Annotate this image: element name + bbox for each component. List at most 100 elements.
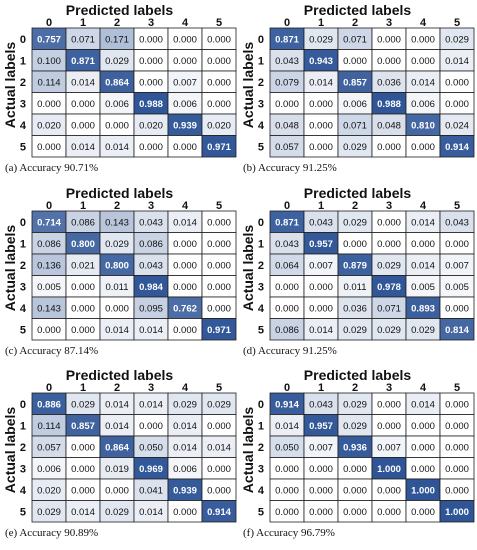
cell-value-label: 0.050 bbox=[275, 442, 299, 453]
x-tick-label: 0 bbox=[46, 382, 52, 394]
x-tick-label: 5 bbox=[454, 17, 460, 29]
cell-value-label: 0.871 bbox=[71, 56, 95, 67]
panel-title: Predicted labels bbox=[65, 367, 174, 383]
cell-value-label: 0.000 bbox=[445, 485, 469, 496]
cell-value-label: 0.007 bbox=[309, 260, 333, 271]
x-tick-label: 4 bbox=[182, 382, 189, 394]
cell-value-label: 0.864 bbox=[105, 442, 129, 453]
cell-value-label: 0.000 bbox=[309, 303, 333, 314]
cell-value-label: 0.000 bbox=[37, 142, 61, 153]
x-tick-label: 1 bbox=[318, 200, 324, 212]
y-tick-label: 4 bbox=[20, 303, 27, 315]
cell-value-label: 0.000 bbox=[377, 507, 401, 518]
cell-value-label: 0.000 bbox=[275, 99, 299, 110]
cell-value-label: 0.984 bbox=[139, 282, 163, 293]
cell-value-label: 0.029 bbox=[105, 56, 129, 67]
cell-value-label: 0.143 bbox=[105, 217, 129, 228]
cell-value-label: 0.879 bbox=[343, 260, 367, 271]
cell-value-label: 1.000 bbox=[377, 464, 401, 475]
cell-value-label: 0.000 bbox=[173, 507, 197, 518]
cell-value-label: 0.000 bbox=[71, 99, 95, 110]
x-tick-label: 1 bbox=[318, 17, 324, 29]
cell-value-label: 0.071 bbox=[71, 34, 95, 45]
panel-title: Predicted labels bbox=[65, 2, 174, 18]
cell-value-label: 0.000 bbox=[377, 399, 401, 410]
cell-value-label: 0.029 bbox=[445, 34, 469, 45]
cell-value-label: 0.029 bbox=[343, 325, 367, 336]
cell-value-label: 0.029 bbox=[343, 142, 367, 153]
x-tick-label: 2 bbox=[352, 200, 358, 212]
cell-value-label: 0.014 bbox=[105, 142, 129, 153]
x-tick-label: 1 bbox=[318, 382, 324, 394]
cell-value-label: 0.071 bbox=[343, 34, 367, 45]
cell-value-label: 0.014 bbox=[71, 142, 95, 153]
y-tick-label: 0 bbox=[20, 399, 26, 411]
x-tick-label: 0 bbox=[46, 200, 52, 212]
cell-value-label: 0.800 bbox=[105, 260, 129, 271]
cell-value-label: 0.014 bbox=[139, 325, 163, 336]
cell-value-label: 0.043 bbox=[139, 217, 163, 228]
cell-value-label: 0.086 bbox=[139, 239, 163, 250]
x-tick-label: 2 bbox=[352, 382, 358, 394]
cell-value-label: 0.029 bbox=[207, 399, 231, 410]
cell-value-label: 0.000 bbox=[309, 142, 333, 153]
cell-value-label: 0.000 bbox=[377, 421, 401, 432]
cell-value-label: 0.006 bbox=[37, 464, 61, 475]
cell-value-label: 0.957 bbox=[309, 421, 333, 432]
cell-value-label: 0.000 bbox=[207, 421, 231, 432]
cell-value-label: 0.057 bbox=[37, 442, 61, 453]
cell-value-label: 0.957 bbox=[309, 239, 333, 250]
cell-value-label: 0.988 bbox=[377, 99, 401, 110]
cell-value-label: 0.036 bbox=[377, 77, 401, 88]
heatmap-cell bbox=[201, 318, 237, 341]
cell-value-label: 0.000 bbox=[139, 142, 163, 153]
cell-value-label: 0.000 bbox=[411, 507, 435, 518]
panel-caption: (e) Accuracy 90.89% bbox=[5, 527, 99, 539]
cell-value-label: 0.000 bbox=[377, 56, 401, 67]
cell-value-label: 0.029 bbox=[377, 325, 401, 336]
cell-value-label: 0.971 bbox=[207, 325, 231, 336]
cell-value-label: 0.000 bbox=[207, 303, 231, 314]
cell-value-label: 0.043 bbox=[309, 217, 333, 228]
cell-value-label: 0.871 bbox=[275, 217, 299, 228]
cell-value-label: 0.014 bbox=[105, 325, 129, 336]
cell-value-label: 0.000 bbox=[411, 34, 435, 45]
y-tick-label: 1 bbox=[258, 238, 264, 250]
y-tick-label: 3 bbox=[258, 281, 264, 293]
cell-value-label: 0.014 bbox=[105, 399, 129, 410]
x-tick-label: 3 bbox=[386, 200, 392, 212]
cell-value-label: 0.029 bbox=[377, 260, 401, 271]
cell-value-label: 0.014 bbox=[309, 77, 333, 88]
x-tick-label: 0 bbox=[46, 17, 52, 29]
cell-value-label: 0.020 bbox=[37, 485, 61, 496]
cell-value-label: 0.000 bbox=[173, 325, 197, 336]
y-tick-label: 4 bbox=[258, 303, 265, 315]
cell-value-label: 0.000 bbox=[343, 239, 367, 250]
cell-value-label: 0.007 bbox=[173, 77, 197, 88]
cell-value-label: 0.864 bbox=[105, 77, 129, 88]
cell-value-label: 0.006 bbox=[105, 99, 129, 110]
cell-value-label: 0.095 bbox=[139, 303, 163, 314]
cell-value-label: 0.006 bbox=[343, 99, 367, 110]
heatmap-svg: 0 1 2 3 4 5 0 1 2 3 4 5 0.757 0.071 0.171 0.000 0.000 0.0… bbox=[20, 17, 237, 158]
cell-value-label: 0.000 bbox=[445, 421, 469, 432]
cell-value-label: 1.000 bbox=[411, 485, 435, 496]
cell-value-label: 0.014 bbox=[411, 217, 435, 228]
x-tick-label: 1 bbox=[80, 17, 86, 29]
heatmap-cell bbox=[201, 500, 237, 523]
cell-value-label: 0.000 bbox=[207, 239, 231, 250]
cell-value-label: 0.005 bbox=[37, 282, 61, 293]
y-tick-label: 1 bbox=[20, 420, 26, 432]
cell-value-label: 0.005 bbox=[445, 282, 469, 293]
cell-value-label: 0.757 bbox=[37, 34, 61, 45]
heatmap-svg: 0 1 2 3 4 5 0 1 2 3 4 5 0.871 0.029 0.071 0.000 0.000 0.0… bbox=[258, 17, 475, 158]
cell-value-label: 0.978 bbox=[377, 282, 401, 293]
cell-value-label: 0.000 bbox=[309, 120, 333, 131]
y-tick-label: 4 bbox=[20, 120, 27, 132]
cell-value-label: 0.006 bbox=[173, 99, 197, 110]
cell-value-label: 0.029 bbox=[343, 421, 367, 432]
cell-value-label: 0.079 bbox=[275, 77, 299, 88]
y-tick-label: 2 bbox=[258, 260, 264, 272]
cell-value-label: 0.000 bbox=[139, 77, 163, 88]
x-tick-label: 0 bbox=[284, 17, 290, 29]
